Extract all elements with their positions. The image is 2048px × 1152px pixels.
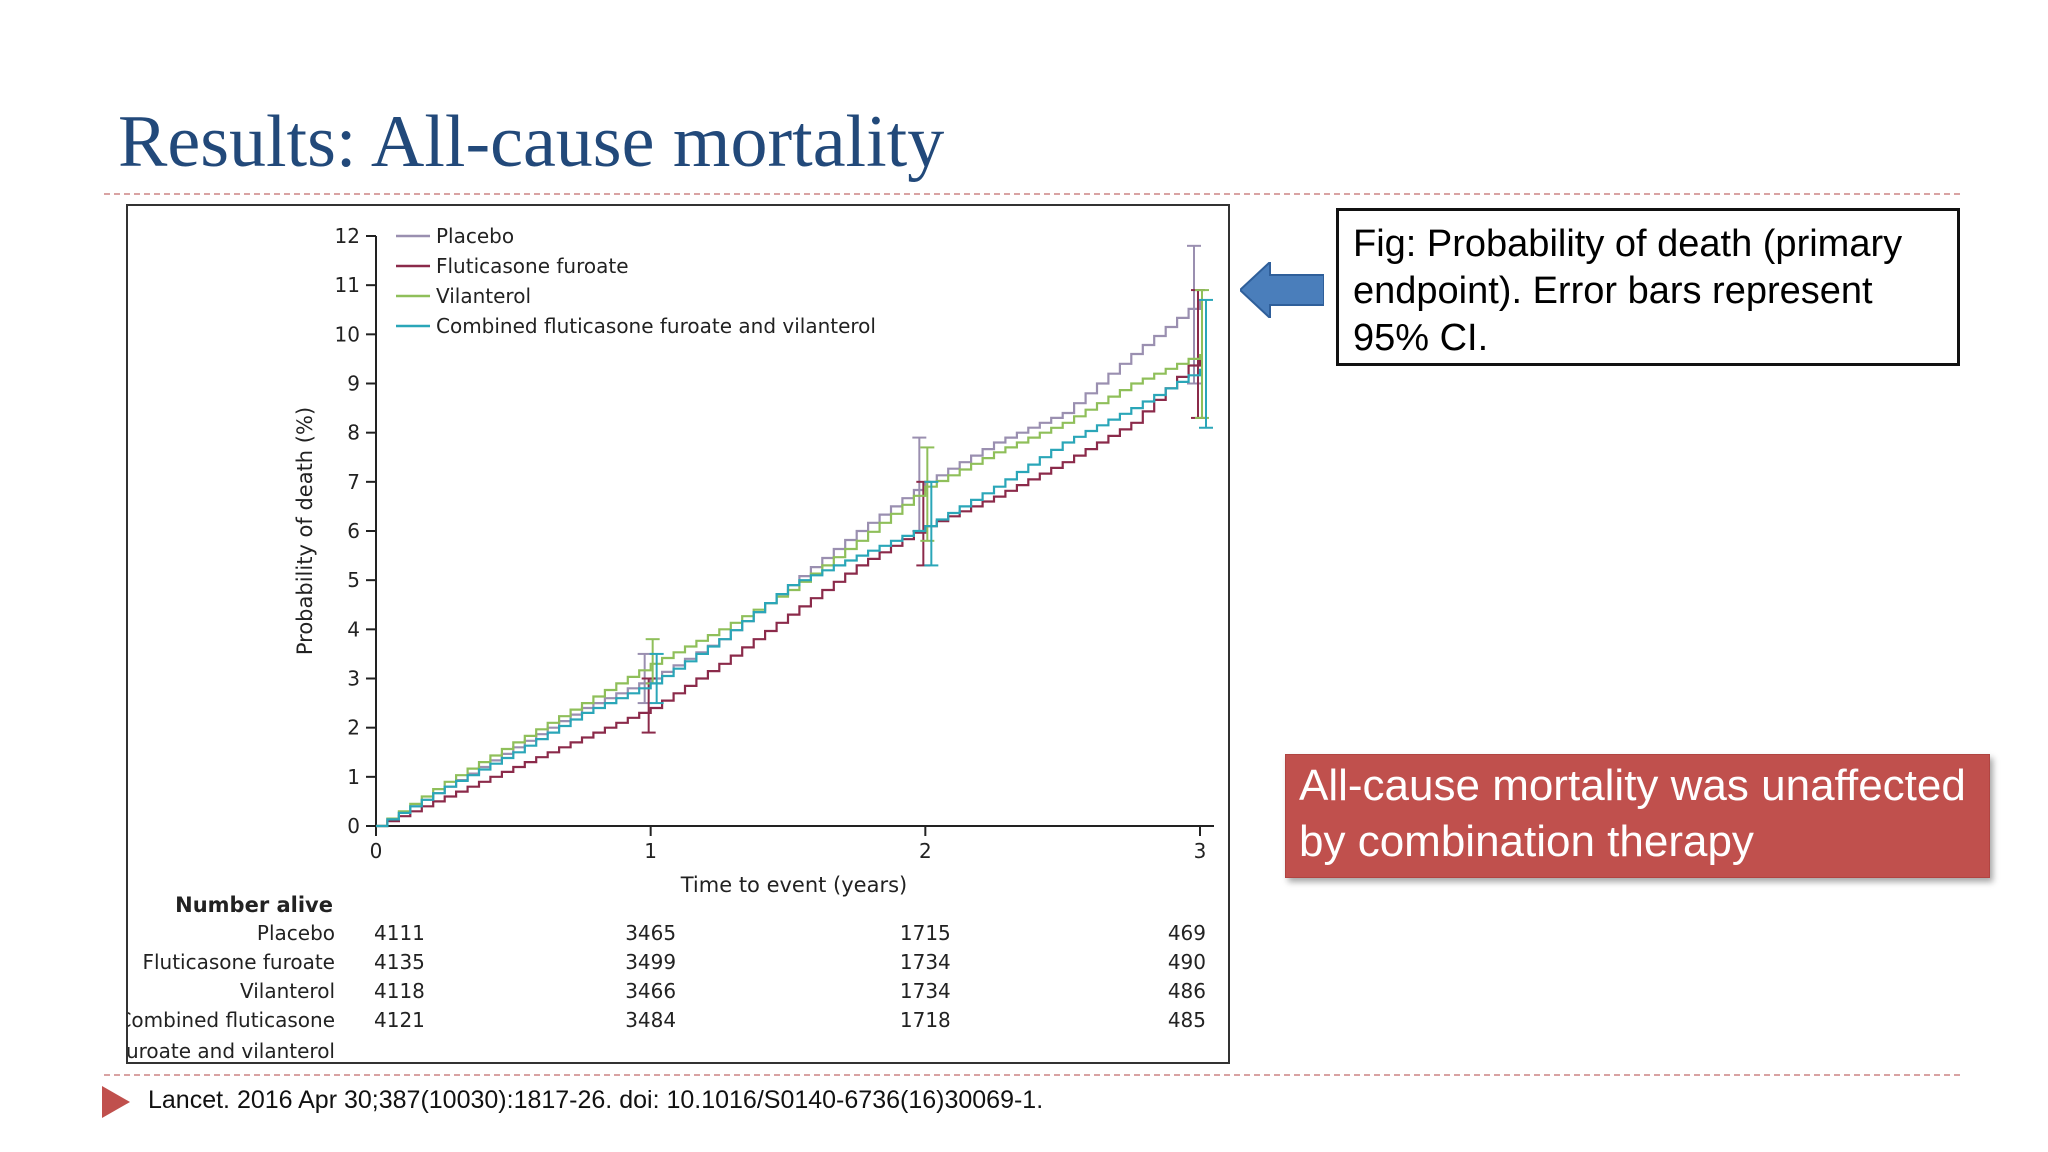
conclusion-text: All-cause mortality was unaffected by co… (1299, 761, 1966, 866)
number-alive-value: 3484 (625, 1008, 676, 1032)
number-alive-value: 3499 (625, 950, 676, 974)
legend-label: Fluticasone furoate (436, 254, 629, 278)
x-tick-label: 3 (1194, 839, 1207, 863)
y-tick-label: 11 (335, 273, 360, 297)
number-alive-value: 3466 (625, 979, 676, 1003)
slide-title: Results: All-cause mortality (118, 101, 945, 183)
number-alive-row-label: Combined fluticasone (128, 1008, 335, 1032)
legend-label: Vilanterol (436, 284, 531, 308)
legend-label: Combined fluticasone furoate and vilante… (436, 314, 876, 338)
y-tick-label: 3 (347, 667, 360, 691)
number-alive-row-label: Vilanterol (240, 979, 335, 1003)
y-tick-label: 7 (347, 470, 360, 494)
y-tick-label: 2 (347, 716, 360, 740)
number-alive-value: 4118 (374, 979, 425, 1003)
x-axis-label: Time to event (years) (680, 873, 908, 897)
number-alive-value: 469 (1168, 921, 1206, 945)
series-line-1 (376, 354, 1202, 828)
number-alive-value: 4135 (374, 950, 425, 974)
y-axis-label: Probability of death (%) (293, 407, 317, 655)
number-alive-row-label: furoate and vilanterol (128, 1039, 335, 1063)
number-alive-heading: Number alive (175, 893, 333, 917)
number-alive-value: 485 (1168, 1008, 1206, 1032)
number-alive-value: 490 (1168, 950, 1206, 974)
y-tick-label: 5 (347, 568, 360, 592)
number-alive-value: 4121 (374, 1008, 425, 1032)
series-line-3 (376, 368, 1202, 828)
citation: Lancet. 2016 Apr 30;387(10030):1817-26. … (148, 1086, 1044, 1114)
top-divider (104, 193, 1960, 195)
y-tick-label: 10 (335, 322, 360, 346)
number-alive-value: 1734 (900, 979, 951, 1003)
legend-label: Placebo (436, 224, 514, 248)
x-tick-label: 2 (919, 839, 932, 863)
y-tick-label: 6 (347, 519, 360, 543)
number-alive-value: 3465 (625, 921, 676, 945)
number-alive-value: 486 (1168, 979, 1206, 1003)
y-tick-label: 8 (347, 421, 360, 445)
number-alive-row-label: Fluticasone furoate (142, 950, 335, 974)
y-tick-label: 4 (347, 617, 360, 641)
conclusion-callout (1285, 754, 1990, 878)
triangle-bullet-icon (102, 1086, 130, 1118)
number-alive-value: 1715 (900, 921, 951, 945)
number-alive-value: 4111 (374, 921, 425, 945)
series-line-0 (376, 299, 1202, 828)
y-tick-label: 0 (347, 814, 360, 838)
left-arrow-icon (1240, 262, 1324, 318)
y-tick-label: 1 (347, 765, 360, 789)
x-tick-label: 1 (644, 839, 657, 863)
bottom-divider (104, 1074, 1960, 1076)
number-alive-value: 1734 (900, 950, 951, 974)
number-alive-value: 1718 (900, 1008, 951, 1032)
figure-caption: Fig: Probability of death (primary endpo… (1336, 208, 1960, 366)
x-tick-label: 0 (370, 839, 383, 863)
number-alive-row-label: Placebo (257, 921, 335, 945)
y-tick-label: 12 (335, 224, 360, 248)
chart-figure: 0 1 2 3 4 5 6 7 8 9 10 11 12 0 1 2 3 Time to event (years… (126, 204, 1230, 1064)
y-tick-label: 9 (347, 372, 360, 396)
